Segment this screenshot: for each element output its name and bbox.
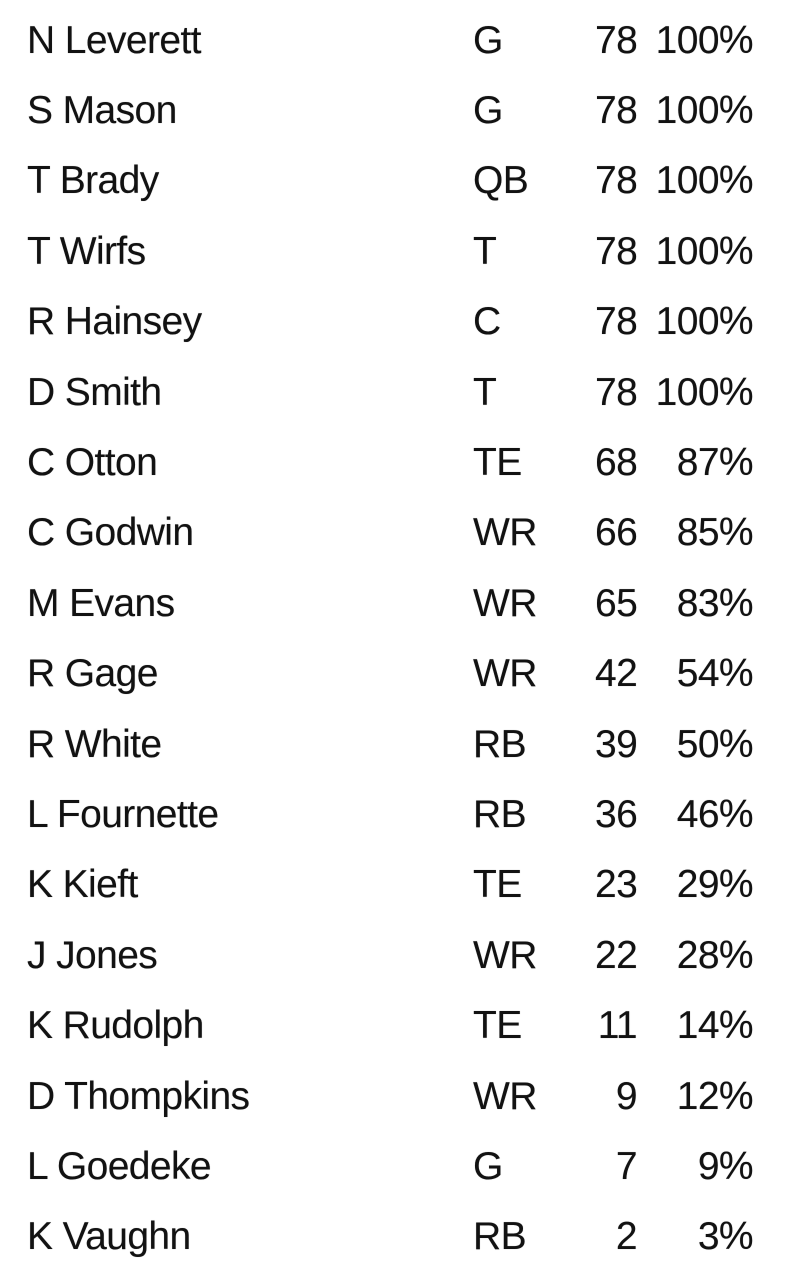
snap-percentage: 9% xyxy=(697,1144,754,1188)
player-position: WR xyxy=(473,652,537,696)
player-row[interactable]: R Hainsey C 78 100% xyxy=(27,287,754,357)
player-position: WR xyxy=(473,933,537,977)
snap-percentage: 87% xyxy=(676,441,754,485)
snap-percentage: 100% xyxy=(655,159,754,203)
snap-percentage: 28% xyxy=(676,933,754,977)
player-position: G xyxy=(473,89,503,133)
snap-count: 39 xyxy=(595,722,638,766)
player-name: D Thompkins xyxy=(27,1074,250,1118)
player-name: T Brady xyxy=(27,159,159,203)
player-position: G xyxy=(473,18,503,62)
snap-percentage: 100% xyxy=(655,370,754,414)
player-row[interactable]: R White RB 39 50% xyxy=(27,709,754,779)
snap-percentage: 3% xyxy=(697,1215,754,1259)
snap-count: 2 xyxy=(615,1215,638,1259)
player-name: K Kieft xyxy=(27,863,138,907)
player-name: T Wirfs xyxy=(27,229,146,273)
snap-count: 11 xyxy=(597,1004,638,1048)
player-position: RB xyxy=(473,1215,527,1259)
snap-count: 78 xyxy=(595,300,638,344)
snap-percentage: 29% xyxy=(676,863,754,907)
snap-percentage: 83% xyxy=(676,581,754,625)
player-name: R Gage xyxy=(27,652,158,696)
player-position: T xyxy=(473,229,497,273)
player-position: TE xyxy=(473,1004,522,1048)
snap-count: 68 xyxy=(595,441,638,485)
snap-count: 78 xyxy=(595,89,638,133)
snap-count: 78 xyxy=(595,370,638,414)
snap-count: 78 xyxy=(595,229,638,273)
player-position: G xyxy=(473,1144,503,1188)
player-row[interactable]: N Leverett G 78 100% xyxy=(27,5,754,75)
player-position: WR xyxy=(473,581,537,625)
player-name: R White xyxy=(27,722,162,766)
snap-count: 9 xyxy=(615,1074,638,1118)
player-row[interactable]: D Smith T 78 100% xyxy=(27,357,754,427)
snap-count: 78 xyxy=(595,18,638,62)
snap-percentage: 12% xyxy=(676,1074,754,1118)
snap-count: 78 xyxy=(595,159,638,203)
player-row[interactable]: R Gage WR 42 54% xyxy=(27,639,754,709)
snap-percentage: 100% xyxy=(655,229,754,273)
player-name: R Hainsey xyxy=(27,300,202,344)
snap-percentage: 100% xyxy=(655,89,754,133)
player-position: WR xyxy=(473,511,537,555)
snap-percentage: 54% xyxy=(676,652,754,696)
player-name: K Vaughn xyxy=(27,1215,191,1259)
player-position: WR xyxy=(473,1074,537,1118)
player-row[interactable]: K Kieft TE 23 29% xyxy=(27,850,754,920)
player-name: J Jones xyxy=(27,933,158,977)
snap-count: 23 xyxy=(595,863,638,907)
snap-count: 22 xyxy=(595,933,638,977)
player-position: RB xyxy=(473,722,527,766)
player-row[interactable]: T Brady QB 78 100% xyxy=(27,146,754,216)
snap-percentage: 85% xyxy=(676,511,754,555)
player-name: L Fournette xyxy=(27,792,219,836)
player-position: QB xyxy=(473,159,529,203)
player-row[interactable]: C Otton TE 68 87% xyxy=(27,427,754,497)
player-row[interactable]: C Godwin WR 66 85% xyxy=(27,498,754,568)
player-position: TE xyxy=(473,441,522,485)
player-name: M Evans xyxy=(27,581,175,625)
player-name: S Mason xyxy=(27,89,177,133)
player-row[interactable]: T Wirfs T 78 100% xyxy=(27,216,754,286)
player-row[interactable]: K Rudolph TE 11 14% xyxy=(27,990,754,1060)
snap-count: 42 xyxy=(595,652,638,696)
player-name: C Otton xyxy=(27,441,158,485)
player-name: C Godwin xyxy=(27,511,194,555)
snap-percentage: 14% xyxy=(676,1004,754,1048)
player-position: RB xyxy=(473,792,527,836)
player-position: TE xyxy=(473,863,522,907)
player-row[interactable]: D Thompkins WR 9 12% xyxy=(27,1061,754,1131)
snap-count: 7 xyxy=(615,1144,638,1188)
player-row[interactable]: J Jones WR 22 28% xyxy=(27,920,754,990)
snap-percentage: 46% xyxy=(676,792,754,836)
player-name: D Smith xyxy=(27,370,162,414)
snap-percentage: 50% xyxy=(676,722,754,766)
snap-percentage: 100% xyxy=(655,18,754,62)
snap-percentage: 100% xyxy=(655,300,754,344)
snap-count: 65 xyxy=(595,581,638,625)
player-row[interactable]: M Evans WR 65 83% xyxy=(27,568,754,638)
player-row[interactable]: S Mason G 78 100% xyxy=(27,75,754,145)
player-name: L Goedeke xyxy=(27,1144,212,1188)
player-position: T xyxy=(473,370,497,414)
player-row[interactable]: L Goedeke G 7 9% xyxy=(27,1131,754,1201)
snap-count: 66 xyxy=(595,511,638,555)
player-row[interactable]: K Vaughn RB 2 3% xyxy=(27,1202,754,1272)
player-name: N Leverett xyxy=(27,18,202,62)
player-name: K Rudolph xyxy=(27,1004,204,1048)
player-row[interactable]: L Fournette RB 36 46% xyxy=(27,779,754,849)
player-position: C xyxy=(473,300,501,344)
snap-count: 36 xyxy=(595,792,638,836)
